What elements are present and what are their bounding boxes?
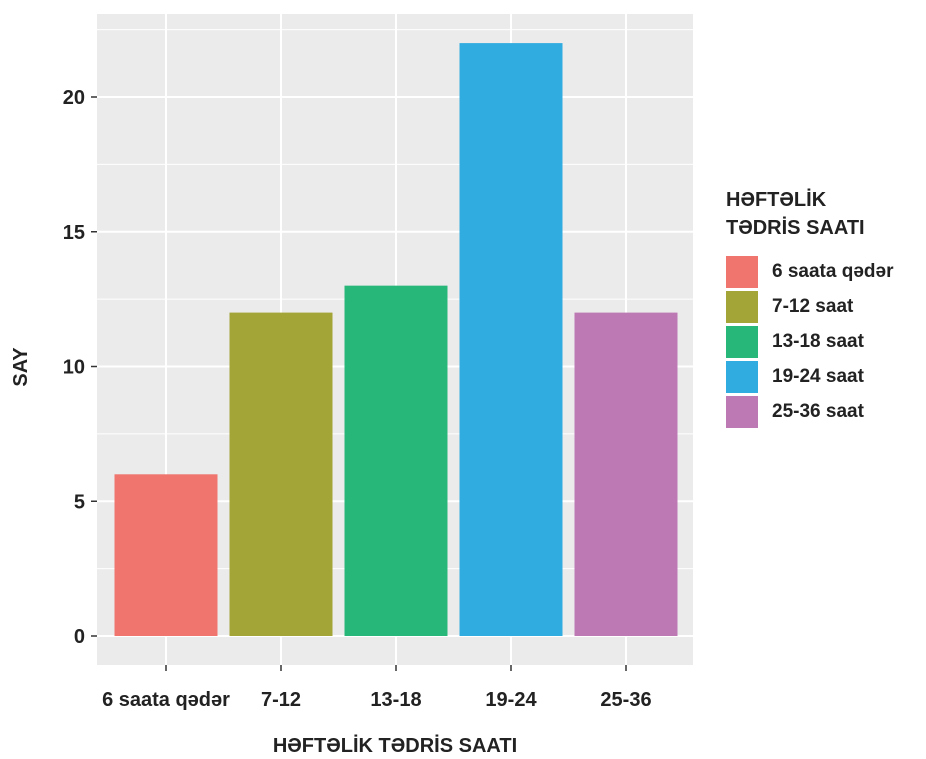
x-axis: 6 saata qədər 7-12 13-18 19-24 25-36 (102, 665, 652, 711)
y-tick-label: 10 (63, 357, 85, 379)
legend: HƏFTƏLİK TƏDRİS SAATI 6 saata qədər 7-12 … (726, 186, 893, 429)
legend-item: 7-12 saat (726, 289, 893, 324)
x-tick-label: 25-36 (600, 689, 651, 711)
legend-label: 19-24 saat (772, 365, 864, 387)
x-tick-label: 19-24 (485, 689, 537, 711)
legend-label: 13-18 saat (772, 330, 864, 352)
legend-swatch (726, 325, 758, 358)
y-axis: 0 5 10 15 20 (63, 87, 97, 648)
y-tick-label: 0 (74, 626, 85, 648)
x-tick-label: 13-18 (370, 689, 421, 711)
legend-item: 19-24 saat (726, 359, 893, 394)
y-axis-title: SAY (10, 347, 32, 387)
legend-swatch (726, 395, 758, 428)
legend-items: 6 saata qədər 7-12 saat 13-18 saat 19-24 sa… (726, 254, 893, 429)
legend-item: 13-18 saat (726, 324, 893, 359)
y-tick-label: 20 (63, 87, 85, 109)
legend-title: HƏFTƏLİK TƏDRİS SAATI (726, 189, 865, 239)
legend-label: 7-12 saat (772, 295, 854, 317)
x-tick-label: 7-12 (261, 689, 301, 711)
x-axis-title: HƏFTƏLİK TƏDRİS SAATI (273, 734, 517, 757)
legend-item: 6 saata qədər (726, 254, 893, 289)
x-tick-label: 6 saata qədər (102, 689, 230, 711)
bar (229, 312, 333, 636)
bar (459, 43, 563, 637)
bar (344, 285, 448, 636)
legend-swatch (726, 360, 758, 393)
bars (114, 43, 678, 637)
bar (114, 474, 218, 636)
bar (574, 312, 678, 636)
legend-label: 25-36 saat (772, 400, 864, 422)
legend-label: 6 saata qədər (772, 260, 894, 282)
legend-swatch (726, 290, 758, 323)
y-tick-label: 15 (63, 222, 85, 244)
legend-item: 25-36 saat (726, 394, 893, 429)
y-tick-label: 5 (74, 491, 85, 513)
legend-swatch (726, 255, 758, 288)
